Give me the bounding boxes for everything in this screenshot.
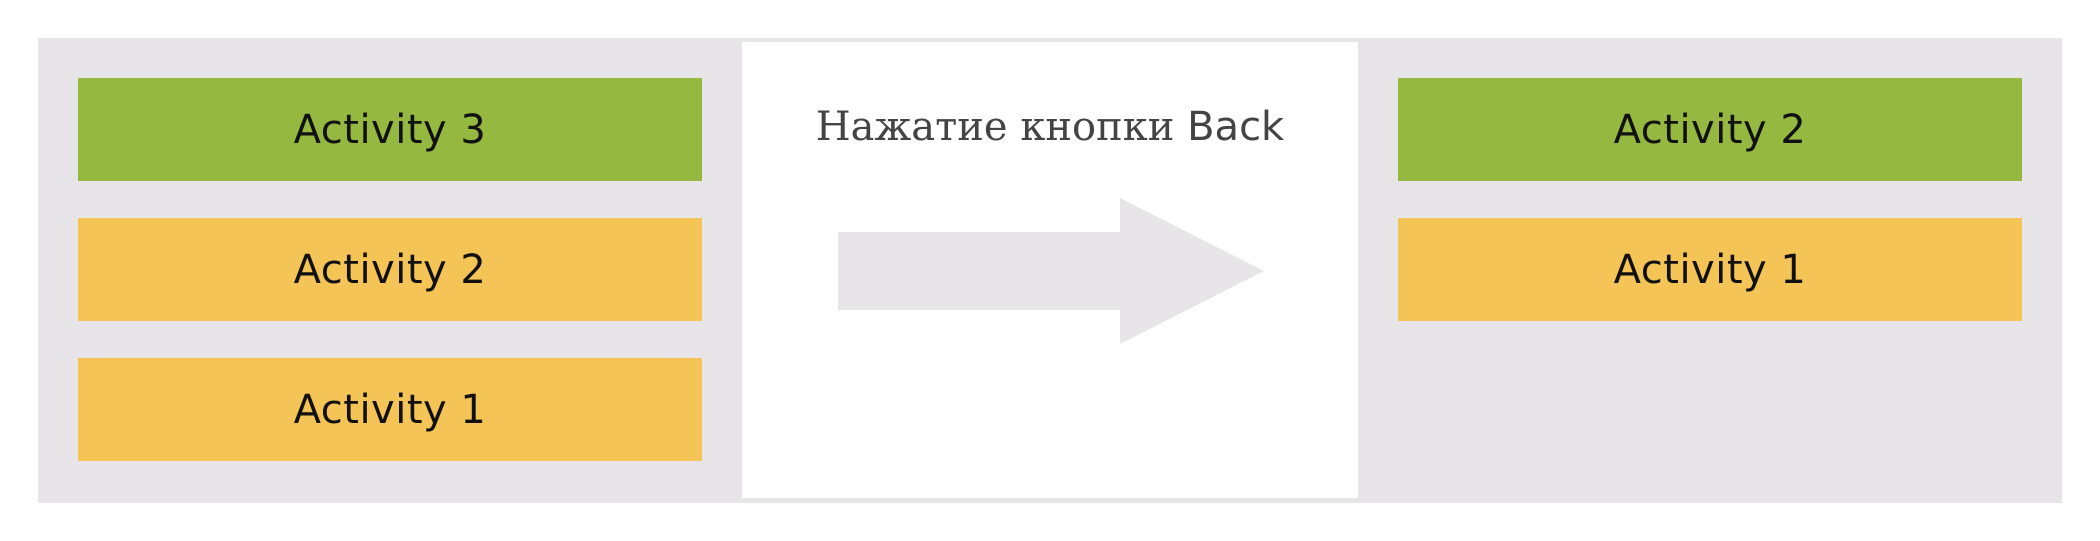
left-stack-item-activity-2: Activity 2 <box>78 218 702 321</box>
right-stack-item-activity-1: Activity 1 <box>1398 218 2022 321</box>
left-stack-item-label: Activity 2 <box>293 246 487 293</box>
right-stack-item-activity-2: Activity 2 <box>1398 78 2022 181</box>
transition-label: Нажатие кнопки Back <box>742 104 1358 150</box>
left-stack-item-label: Activity 1 <box>293 386 487 433</box>
transition-label-prefix: Нажатие кнопки <box>815 104 1175 150</box>
right-stack-item-label: Activity 1 <box>1613 246 1807 293</box>
transition-label-button: Back <box>1187 104 1285 150</box>
left-stack-item-activity-3: Activity 3 <box>78 78 702 181</box>
right-arrow-icon <box>838 198 1264 344</box>
right-stack-item-label: Activity 2 <box>1613 106 1807 153</box>
left-stack-item-activity-1: Activity 1 <box>78 358 702 461</box>
left-stack-item-label: Activity 3 <box>293 106 487 153</box>
